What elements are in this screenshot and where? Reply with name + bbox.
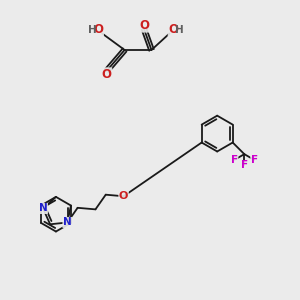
Text: O: O (119, 191, 128, 201)
Text: H: H (88, 25, 97, 35)
Text: N: N (39, 203, 47, 214)
Text: O: O (102, 68, 112, 81)
Text: O: O (139, 19, 149, 32)
Text: O: O (168, 23, 178, 37)
Text: N: N (63, 218, 72, 227)
Text: F: F (231, 155, 238, 165)
Text: F: F (241, 160, 248, 170)
Text: O: O (93, 23, 103, 37)
Text: F: F (250, 155, 258, 165)
Text: H: H (175, 25, 183, 35)
